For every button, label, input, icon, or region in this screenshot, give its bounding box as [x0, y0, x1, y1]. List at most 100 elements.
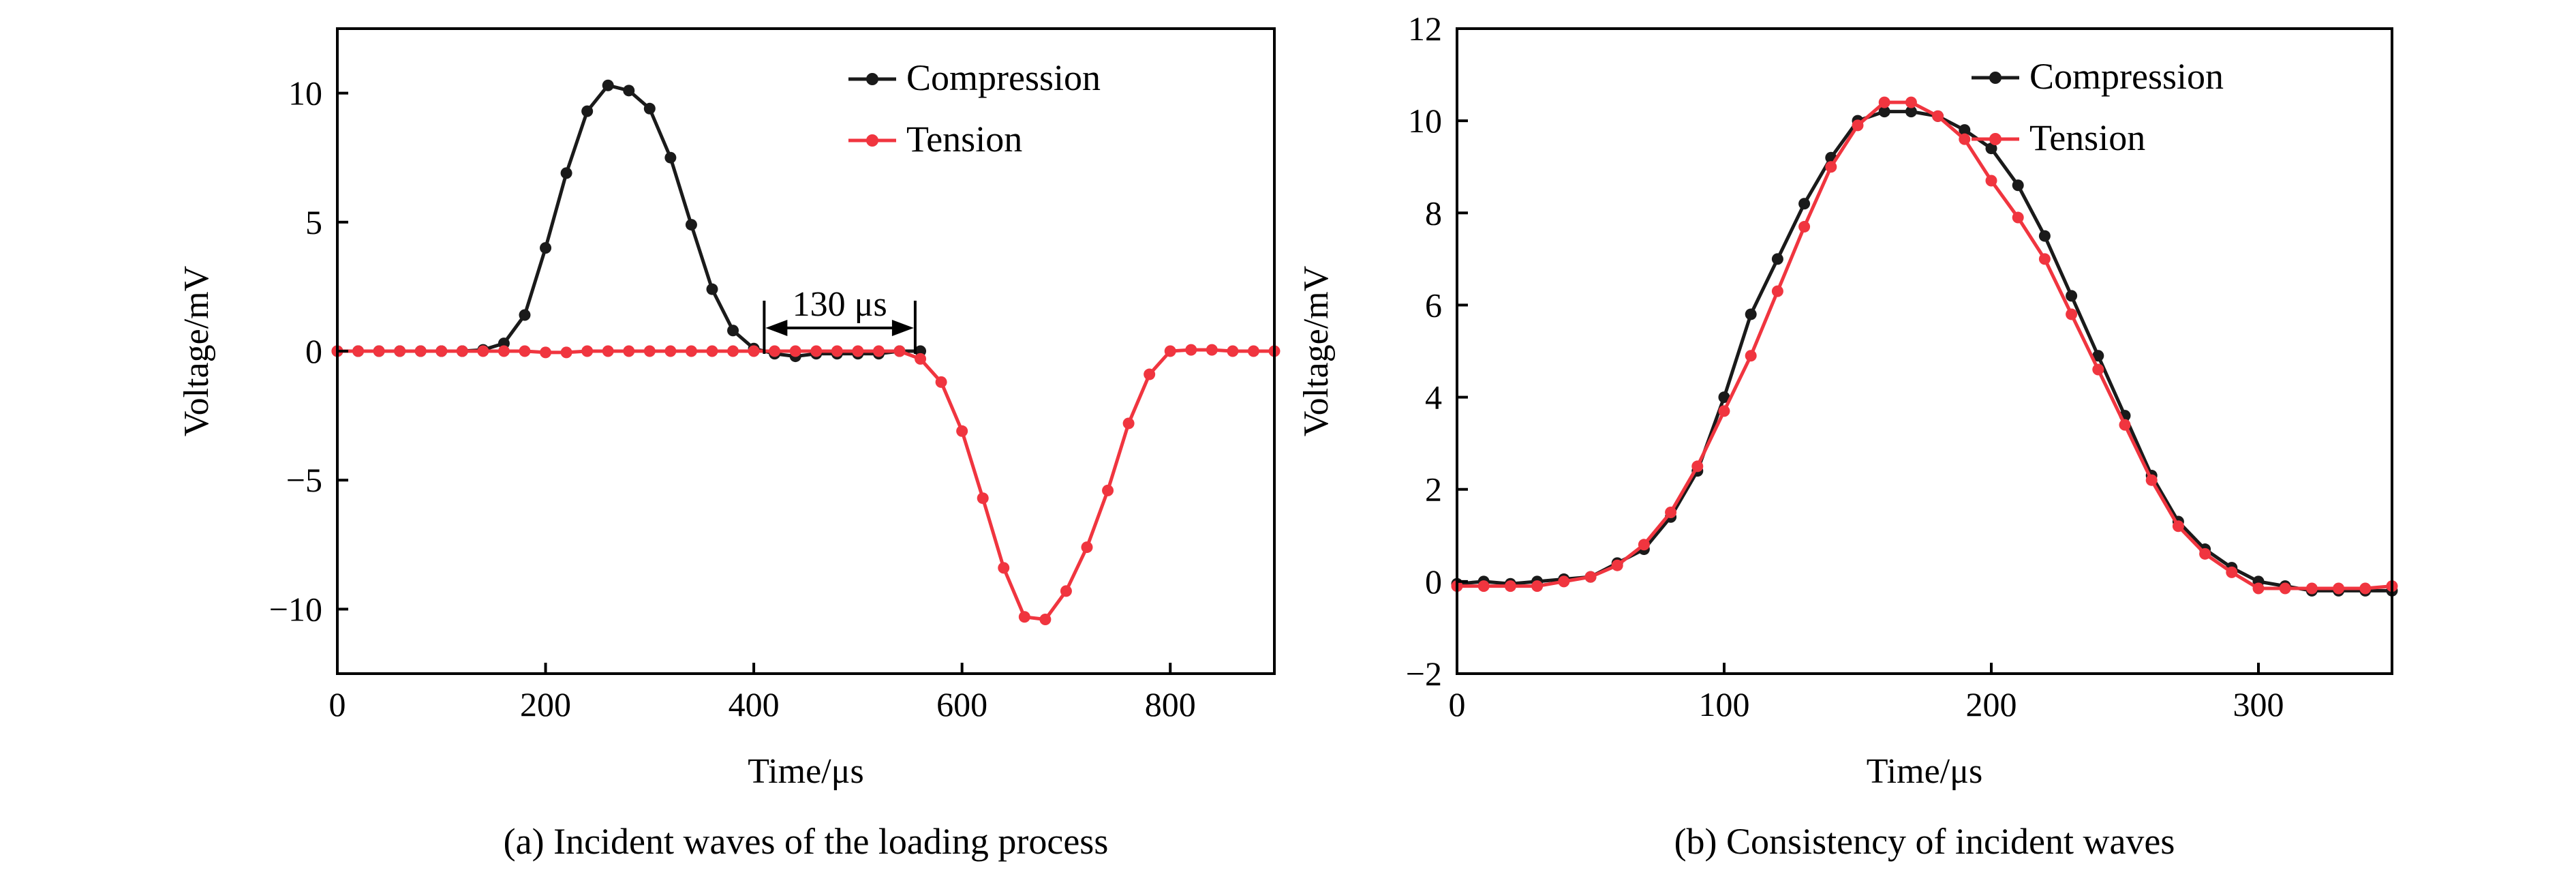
data-point — [1018, 611, 1030, 623]
data-point — [1039, 614, 1052, 626]
data-point — [2226, 566, 2238, 578]
data-point — [497, 345, 510, 357]
data-point — [581, 345, 594, 357]
series-tension — [1451, 96, 2398, 595]
legend-item-tension: Tension — [848, 119, 1022, 160]
data-point — [643, 345, 656, 357]
data-point — [1798, 198, 1811, 210]
data-point — [998, 562, 1010, 574]
data-point — [977, 492, 989, 505]
data-point — [727, 325, 739, 337]
y-tick-label: 12 — [1408, 10, 1442, 48]
data-point — [623, 345, 635, 357]
x-tick-label: 800 — [1145, 685, 1196, 723]
data-point — [1905, 96, 1917, 108]
data-point — [1771, 253, 1783, 265]
chart-b-x-axis-label: Time/μs — [1867, 752, 1982, 791]
data-point — [664, 345, 677, 357]
data-point — [2038, 253, 2051, 265]
data-point — [1985, 142, 1997, 155]
data-point — [1878, 96, 1890, 108]
data-point — [2252, 582, 2265, 595]
data-point — [1227, 345, 1239, 357]
data-point — [2359, 582, 2372, 595]
data-point — [956, 425, 968, 437]
series-tension — [331, 344, 1281, 626]
data-point — [727, 345, 739, 357]
chart-a-annotation-layer: 130 μs — [763, 285, 917, 354]
y-tick-label: 0 — [305, 332, 322, 370]
data-point — [2172, 520, 2184, 532]
data-point — [1164, 345, 1176, 357]
data-point — [769, 345, 781, 357]
data-point — [560, 167, 572, 179]
y-tick-label: 10 — [1408, 102, 1442, 140]
data-point — [1185, 344, 1197, 356]
data-point — [1798, 221, 1811, 233]
data-point — [706, 283, 718, 295]
chart-a: 0 200 400 600 800 −10 −5 0 5 10 130 μs Compressio… — [177, 27, 1281, 862]
data-point — [789, 345, 801, 357]
chart-a-caption: (a) Incident waves of the loading proces… — [504, 821, 1109, 862]
data-point — [1718, 405, 1730, 417]
data-point — [852, 345, 864, 357]
x-tick-label: 200 — [520, 685, 571, 723]
data-point — [2066, 308, 2078, 320]
data-point — [2092, 350, 2104, 362]
x-tick-label: 300 — [2233, 685, 2284, 723]
legend-item-tension: Tension — [1972, 117, 2145, 158]
y-tick-label: 2 — [1425, 470, 1442, 509]
data-point — [664, 151, 677, 164]
y-tick-label: −5 — [286, 461, 322, 499]
data-point — [373, 345, 385, 357]
data-point — [1959, 133, 1971, 145]
data-point — [1081, 541, 1093, 554]
data-point — [2145, 474, 2158, 486]
chart-b-caption: (b) Consistency of incident waves — [1674, 821, 2175, 862]
data-point — [1060, 585, 1072, 597]
y-tick-label: −2 — [1406, 655, 1442, 693]
data-point — [1531, 580, 1544, 592]
data-point — [2333, 582, 2345, 595]
x-tick-label: 400 — [729, 685, 780, 723]
data-point — [1745, 308, 1757, 320]
data-point — [394, 345, 406, 357]
legend-label-compression: Compression — [906, 57, 1101, 98]
legend-item-compression: Compression — [848, 57, 1101, 98]
data-point — [1852, 119, 1864, 132]
data-point — [519, 309, 531, 321]
legend-label-tension: Tension — [906, 119, 1022, 160]
data-point — [1638, 539, 1650, 551]
annotation-arrowhead-left — [765, 319, 788, 336]
y-tick-label: −10 — [269, 590, 322, 628]
data-point — [1718, 391, 1730, 404]
data-point — [2279, 582, 2291, 595]
chart-b-series-layer — [1451, 96, 2398, 597]
y-tick-label: 0 — [1425, 562, 1442, 601]
data-point — [1691, 460, 1704, 472]
data-point — [1102, 484, 1114, 496]
x-tick-label: 0 — [1449, 685, 1466, 723]
data-point — [2305, 582, 2318, 595]
data-point — [2012, 211, 2024, 224]
data-point — [1745, 350, 1757, 362]
data-point — [685, 345, 697, 357]
annotation-label: 130 μs — [793, 285, 887, 324]
data-point — [872, 345, 885, 357]
data-point — [1905, 106, 1917, 118]
y-tick-label: 8 — [1425, 194, 1442, 232]
x-tick-label: 600 — [936, 685, 987, 723]
data-point — [810, 345, 823, 357]
data-point — [2066, 290, 2078, 302]
series-line — [337, 348, 1274, 621]
data-point — [2199, 548, 2211, 560]
data-point — [1122, 417, 1135, 430]
x-tick-label: 200 — [1966, 685, 2017, 723]
data-point — [1932, 110, 1944, 122]
data-point — [477, 345, 489, 357]
data-point — [1206, 344, 1218, 356]
data-point — [560, 346, 572, 359]
